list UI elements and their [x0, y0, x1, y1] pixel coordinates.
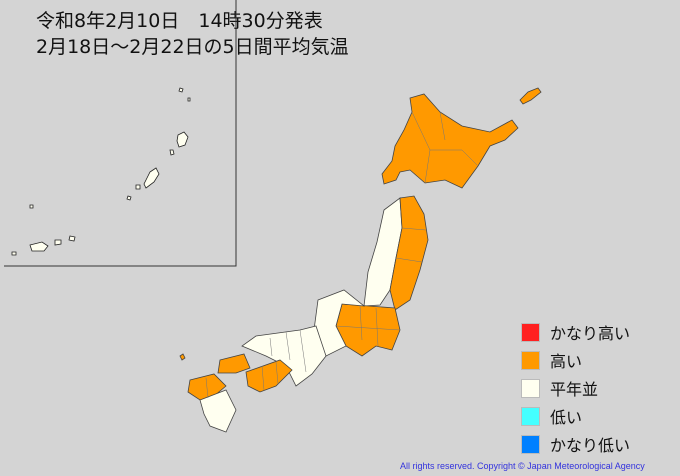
copyright: All rights reserved. Copyright © Japan M… — [400, 461, 645, 471]
legend: かなり高い 高い 平年並 低い かなり低い — [521, 318, 630, 458]
okinawa-islands — [11, 87, 191, 256]
legend-item-above: 高い — [521, 346, 630, 374]
hokkaido — [381, 87, 542, 189]
inset-frame — [4, 0, 237, 267]
legend-swatch — [521, 322, 540, 342]
legend-label: かなり高い — [550, 324, 631, 343]
legend-swatch — [521, 406, 540, 426]
legend-item-below: 低い — [521, 402, 630, 430]
legend-item-much-below: かなり低い — [521, 430, 630, 458]
kyushu — [179, 353, 237, 433]
kinki-chugoku-shikoku — [217, 325, 327, 393]
legend-label: 高い — [550, 352, 583, 371]
legend-swatch — [521, 350, 540, 370]
issue-datetime: 令和8年2月10日 14時30分発表 — [36, 10, 323, 32]
tohoku — [363, 195, 429, 311]
legend-label: 平年並 — [550, 380, 599, 399]
forecast-title: 2月18日～2月22日の5日間平均気温 — [36, 36, 349, 58]
legend-item-much-above: かなり高い — [521, 318, 630, 346]
legend-swatch — [521, 434, 540, 454]
legend-label: かなり低い — [550, 436, 631, 455]
kanto-chubu — [313, 289, 401, 357]
legend-swatch — [521, 378, 540, 398]
legend-item-normal: 平年並 — [521, 374, 630, 402]
legend-label: 低い — [550, 408, 583, 427]
